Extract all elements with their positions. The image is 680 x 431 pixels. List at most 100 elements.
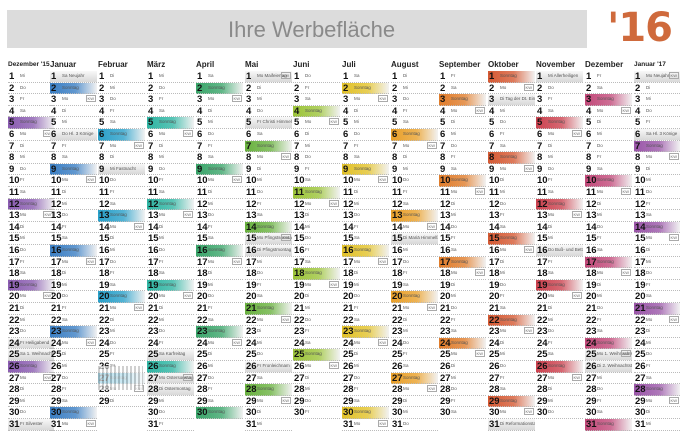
weekday-label: Sonntag: [646, 142, 663, 148]
day-row: 18 Di: [50, 268, 97, 280]
day-number: 5: [392, 117, 398, 129]
day-number: 10: [246, 175, 257, 187]
day-row: 6 Sonntag: [391, 129, 438, 141]
day-number: 1: [51, 71, 57, 82]
weekday-label: Sa: [451, 409, 457, 415]
day-number: 29: [99, 395, 110, 407]
day-number: 21: [99, 303, 110, 314]
day-number: 6: [635, 129, 641, 140]
weekday-label: Mo: [646, 154, 653, 160]
weekday-label: Sonntag: [403, 131, 420, 136]
day-row: 17 Do: [98, 257, 145, 269]
day-row: 7 Fr: [50, 141, 97, 153]
day-row: 28 Sonntag: [245, 384, 292, 396]
day-row: 6 Fr: [488, 129, 535, 141]
day-row: 3 Do: [391, 94, 438, 106]
day-number: 11: [51, 187, 62, 198]
weekday-label: Fr: [597, 73, 602, 78]
day-row: 9 Do: [8, 164, 54, 176]
day-number: 24: [294, 337, 305, 349]
day-row: 25 Di: [196, 349, 243, 361]
weekday-label: Fr Fronleichnam: [257, 363, 290, 368]
weekday-label: Di: [646, 328, 651, 334]
day-row: 20 Fr: [488, 291, 535, 303]
week-number-badge: KW: [571, 292, 582, 300]
weekday-label: Mi: [257, 177, 262, 183]
day-number: 21: [537, 303, 548, 314]
day-row: 15 Do: [293, 233, 340, 245]
day-row: 21 Mi: [293, 303, 340, 315]
weekday-label: Di: [354, 189, 359, 194]
weekday-label: Di: [305, 293, 310, 299]
day-number: 7: [99, 140, 105, 152]
day-row: 12 Di: [439, 199, 486, 211]
day-number: 29: [197, 395, 208, 407]
weekday-label: Mo: [597, 107, 604, 113]
weekday-label: Sonntag: [451, 339, 468, 345]
day-row: 27 Di: [293, 373, 340, 385]
week-number-badge: KW: [620, 188, 631, 195]
week-number-badge: KW: [377, 338, 388, 346]
day-row: 11 Sa: [147, 187, 194, 199]
weekday-label: Di: [354, 107, 359, 113]
day-number: 21: [246, 303, 257, 314]
day-row: 11 Mi: [488, 187, 535, 199]
weekday-label: Sonntag: [62, 409, 79, 415]
week-number-badge: KW: [280, 315, 291, 323]
day-row: 23 Sonntag: [342, 326, 389, 338]
mini-calendar-graphic: [98, 366, 143, 390]
day-row: 12 Mo KW: [293, 199, 340, 211]
weekday-label: Mi: [646, 258, 651, 264]
day-number: 15: [392, 233, 403, 245]
weekday-label: Do: [159, 409, 165, 415]
day-row: 22 Sonntag: [488, 314, 535, 327]
day-number: 5: [148, 117, 154, 129]
weekday-label: Fr: [597, 154, 602, 160]
weekday-label: Mo: [110, 305, 117, 310]
day-row: 4 Fr: [98, 106, 145, 118]
day-row: 29 Di: [391, 396, 438, 408]
day-row: 29 Sa: [342, 396, 389, 408]
weekday-label: Di: [305, 212, 310, 218]
day-number: 19: [9, 279, 20, 291]
weekday-label: Sa: [548, 270, 554, 276]
day-row: 10 Mi: [245, 175, 292, 187]
weekday-label: Mo: [500, 84, 507, 90]
week-number-badge: KW: [620, 106, 631, 114]
day-number: 29: [392, 395, 403, 407]
day-number: 24: [99, 337, 110, 349]
month-column: Juli 1 Sa 2 Sonntag 3 Mo KW 4 Di 5 Mi 6 Do 7 Fr 8 Sa 9 Sonn…: [342, 60, 389, 431]
weekday-label: Sa: [403, 281, 409, 287]
day-number: 13: [440, 210, 451, 222]
weekday-label: Mi: [257, 96, 262, 102]
day-number: 5: [197, 117, 203, 129]
day-row: 15 Mi: [536, 233, 583, 245]
day-row: 5 Do: [488, 117, 535, 129]
month-header: Juli: [342, 60, 356, 69]
weekday-label: Mi: [208, 363, 213, 368]
day-row: 16 Mi: [98, 245, 145, 257]
day-row: 18 Di: [342, 268, 389, 280]
weekday-label: Mo Ostersonntag: [159, 374, 194, 380]
day-number: 13: [197, 210, 208, 222]
day-number: 25: [489, 349, 500, 361]
weekday-label: Do: [597, 142, 603, 148]
day-number: 18: [99, 268, 110, 280]
day-number: 26: [586, 361, 597, 372]
week-number-badge: KW: [182, 373, 193, 381]
day-number: 26: [148, 361, 159, 372]
day-number: 1: [99, 71, 105, 82]
week-number-badge: KW: [85, 338, 96, 346]
week-number-badge: KW: [182, 130, 193, 137]
week-number-badge: KW: [523, 164, 534, 172]
weekday-label: Mi: [20, 154, 25, 160]
day-number: 3: [440, 94, 446, 106]
weekday-label: Sonntag: [354, 84, 371, 90]
day-number: 2: [586, 82, 592, 94]
day-number: 23: [99, 326, 110, 338]
day-row: 13 Sa: [634, 210, 680, 222]
day-number: 13: [635, 210, 646, 222]
weekday-label: Di: [305, 131, 310, 136]
day-number: 29: [9, 395, 20, 407]
day-row: 16 Sonntag: [342, 245, 389, 257]
